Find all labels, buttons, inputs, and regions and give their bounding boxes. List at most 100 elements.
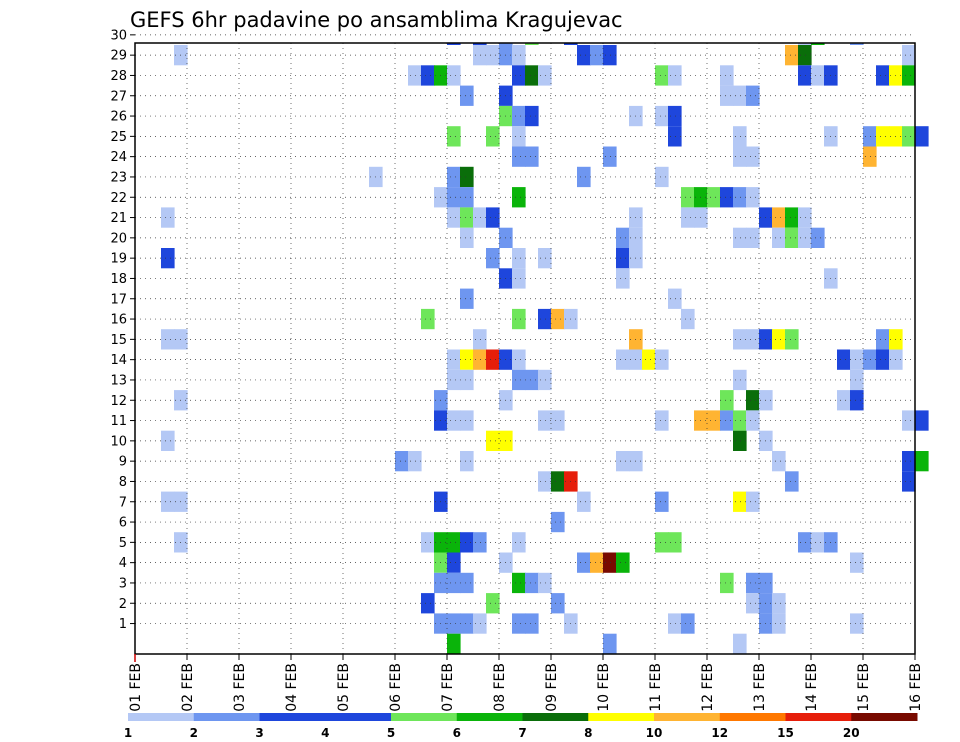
cell-89 bbox=[798, 207, 812, 228]
ytick-label-12: 12 bbox=[110, 394, 127, 409]
cell-3 bbox=[525, 43, 539, 45]
cell-171 bbox=[915, 410, 929, 431]
cell-140 bbox=[850, 349, 864, 370]
cell-53 bbox=[876, 126, 890, 147]
cell-15 bbox=[603, 45, 617, 66]
ytick-label-2: 2 bbox=[119, 597, 127, 612]
legend-swatch-8 bbox=[654, 713, 721, 721]
cell-237 bbox=[512, 613, 526, 634]
cell-14 bbox=[590, 45, 604, 66]
cell-221 bbox=[512, 572, 526, 594]
legend-label-7: 8 bbox=[584, 726, 592, 740]
cell-50 bbox=[733, 126, 747, 147]
cell-77 bbox=[746, 187, 760, 208]
cell-208 bbox=[811, 532, 825, 553]
legend-label-1: 2 bbox=[190, 726, 198, 740]
cell-245 bbox=[447, 633, 461, 654]
cell-92 bbox=[616, 227, 630, 248]
cell-195 bbox=[733, 491, 747, 512]
cell-204 bbox=[512, 532, 526, 553]
cell-234 bbox=[447, 613, 461, 634]
legend-label-0: 1 bbox=[124, 726, 132, 740]
cell-178 bbox=[408, 451, 422, 472]
legend-label-6: 7 bbox=[518, 726, 526, 740]
cell-56 bbox=[915, 126, 929, 147]
ytick-label-27: 27 bbox=[110, 89, 127, 104]
cell-170 bbox=[902, 410, 916, 431]
cell-155 bbox=[746, 390, 760, 411]
legend-label-8: 10 bbox=[646, 726, 663, 740]
ytick-label-16: 16 bbox=[110, 313, 127, 328]
cell-74 bbox=[707, 187, 721, 208]
cell-211 bbox=[447, 552, 461, 573]
cell-148 bbox=[538, 369, 552, 391]
cell-34 bbox=[902, 65, 916, 86]
cell-49 bbox=[668, 126, 682, 147]
cell-161 bbox=[460, 410, 474, 431]
cell-100 bbox=[161, 248, 175, 269]
cell-66 bbox=[577, 166, 591, 188]
cell-41 bbox=[512, 105, 526, 127]
cell-168 bbox=[733, 410, 747, 431]
cell-94 bbox=[733, 227, 747, 248]
cell-81 bbox=[473, 207, 487, 228]
cell-27 bbox=[668, 65, 682, 86]
cell-17 bbox=[798, 45, 812, 66]
xtick-label-11: 12 FEB bbox=[700, 663, 716, 712]
cell-39 bbox=[746, 85, 760, 106]
cell-199 bbox=[421, 532, 435, 553]
cell-146 bbox=[512, 369, 526, 391]
cell-13 bbox=[577, 45, 591, 66]
cell-111 bbox=[668, 288, 682, 309]
heatmap-cells bbox=[161, 43, 929, 654]
cell-72 bbox=[681, 187, 695, 208]
cell-114 bbox=[538, 308, 552, 330]
xtick-label-8: 09 FEB bbox=[544, 663, 560, 712]
cell-236 bbox=[473, 613, 487, 634]
cell-193 bbox=[577, 491, 591, 512]
cell-154 bbox=[720, 390, 734, 411]
legend-swatch-5 bbox=[456, 713, 523, 721]
legend-label-10: 15 bbox=[777, 726, 794, 740]
ytick-label-8: 8 bbox=[119, 475, 127, 490]
xtick-label-0: 01 FEB bbox=[128, 663, 144, 712]
cell-23 bbox=[512, 65, 526, 86]
cell-247 bbox=[733, 633, 747, 654]
cell-122 bbox=[733, 329, 747, 350]
xtick-label-2: 03 FEB bbox=[232, 663, 248, 712]
cell-64 bbox=[447, 166, 461, 188]
cell-79 bbox=[447, 207, 461, 228]
cell-75 bbox=[720, 187, 734, 208]
cell-173 bbox=[486, 430, 500, 451]
xtick-label-13: 14 FEB bbox=[804, 663, 820, 712]
cell-67 bbox=[655, 166, 669, 188]
cell-162 bbox=[538, 410, 552, 431]
cell-229 bbox=[551, 593, 565, 614]
cell-108 bbox=[616, 268, 630, 289]
ytick-label-30: 30 bbox=[110, 28, 127, 43]
cell-88 bbox=[785, 207, 799, 228]
legend-swatch-7 bbox=[588, 713, 655, 721]
cell-60 bbox=[733, 146, 747, 167]
cell-188 bbox=[785, 471, 799, 492]
legend-label-4: 5 bbox=[387, 726, 395, 740]
cell-197 bbox=[551, 511, 565, 533]
cell-149 bbox=[733, 369, 747, 391]
cell-35 bbox=[460, 85, 474, 106]
cell-163 bbox=[551, 410, 565, 431]
ytick-label-3: 3 bbox=[119, 576, 127, 591]
legend-label-9: 12 bbox=[711, 726, 728, 740]
cell-125 bbox=[772, 329, 786, 350]
x-axis: 01 FEB 02 FEB 03 FEB 04 FEB 05 FEB 06 FEB 07 F… bbox=[128, 654, 924, 712]
cell-96 bbox=[772, 227, 786, 248]
colorbar-legend: 1 2 3 4 5 6 7 8 10 12 15 20 bbox=[124, 713, 918, 740]
ytick-label-21: 21 bbox=[110, 211, 127, 226]
cell-26 bbox=[655, 65, 669, 86]
cell-45 bbox=[668, 105, 682, 127]
legend-label-11: 20 bbox=[843, 726, 860, 740]
cell-205 bbox=[655, 532, 669, 553]
cell-157 bbox=[837, 390, 851, 411]
cell-87 bbox=[772, 207, 786, 228]
cell-241 bbox=[681, 613, 695, 634]
